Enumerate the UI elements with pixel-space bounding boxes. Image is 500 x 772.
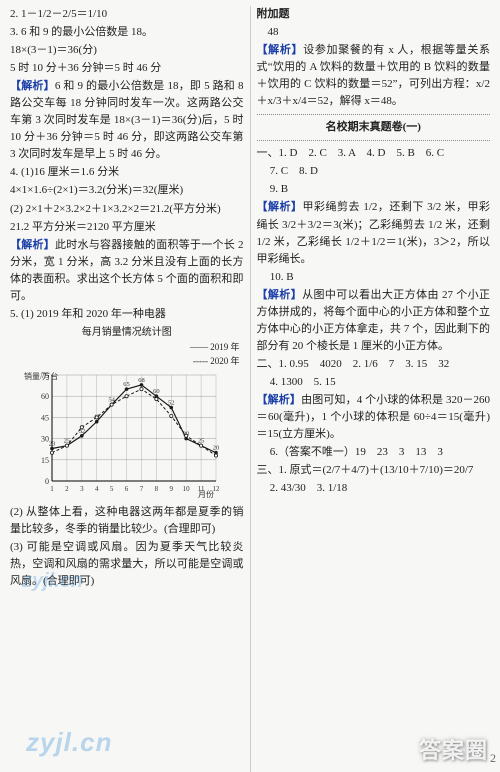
svg-text:60: 60	[41, 392, 49, 401]
legend-2020: ----- 2020 年	[193, 356, 240, 366]
svg-text:45: 45	[41, 414, 49, 423]
sec1-row1: 一、1. D 2. C 3. A 4. D 5. B 6. C	[257, 145, 491, 162]
label-explain: 【解析】	[257, 289, 303, 301]
svg-text:65: 65	[123, 381, 130, 388]
svg-text:3: 3	[80, 485, 84, 493]
line-chart: 01530456075123456789101112销量/万台月份2325324…	[22, 369, 232, 504]
sec1-row3: 9. B	[257, 181, 491, 198]
q3-explain: 【解析】6 和 9 的最小公倍数是 18，即 5 路和 8 路公交车每 18 分…	[10, 78, 244, 163]
append-title: 附加题	[257, 6, 491, 23]
svg-text:15: 15	[41, 456, 49, 465]
chart-legend: —— 2019 年 ----- 2020 年	[10, 341, 244, 369]
svg-text:68: 68	[138, 377, 145, 384]
label-explain: 【解析】	[257, 201, 303, 213]
svg-text:1: 1	[50, 485, 54, 493]
sec1-row2: 7. C 8. D	[257, 163, 491, 180]
q4-line4: 21.2 平方分米＝2120 平方厘米	[10, 219, 244, 236]
svg-text:10: 10	[182, 485, 190, 493]
svg-text:4: 4	[95, 485, 99, 493]
svg-text:60: 60	[153, 388, 160, 395]
exam-title: 名校期末真题卷(一)	[257, 119, 491, 136]
dotted-divider	[257, 140, 491, 141]
q4-line1: 4. (1)16 厘米＝1.6 分米	[10, 164, 244, 181]
q3-line3: 5 时 10 分＋36 分钟＝5 时 46 分	[10, 60, 244, 77]
page-corner-number: 2	[490, 749, 496, 768]
q3-line1: 3. 6 和 9 的最小公倍数是 18。	[10, 24, 244, 41]
q4-explain: 【解析】此时水与容器接触的面积等于一个长 2 分米，宽 1 分米，高 3.2 分…	[10, 237, 244, 305]
sec2-row1: 二、1. 0.95 4020 2. 1/6 7 3. 15 32	[257, 356, 491, 373]
label-explain: 【解析】	[257, 394, 302, 406]
q3-line2: 18×(3－1)＝36(分)	[10, 42, 244, 59]
sec3-row1: 三、1. 原式＝(2/7＋4/7)＋(13/10＋7/10)＝20/7	[257, 462, 491, 479]
svg-text:25: 25	[63, 438, 69, 445]
chart-title: 每月销量情况统计图	[10, 325, 244, 341]
sec2-row2: 4. 1300 5. 15	[257, 374, 491, 391]
sec1-row4: 10. B	[257, 269, 491, 286]
sec2-row3: 6.（答案不唯一）19 23 3 13 3	[257, 444, 491, 461]
append-explain: 【解析】设参加聚餐的有 x 人，根据等量关系式“饮用的 A 饮料的数量＋饮用的 …	[257, 42, 491, 110]
label-explain: 【解析】	[10, 80, 55, 92]
svg-text:2: 2	[65, 485, 69, 493]
left-column: 2. 1－1/2－2/5＝1/10 3. 6 和 9 的最小公倍数是 18。 1…	[6, 6, 248, 772]
legend-2019: —— 2019 年	[190, 342, 240, 352]
expl-10: 【解析】从图中可以看出大正方体由 27 个小正方体拼成的，将每个面中心的小正方体…	[257, 287, 491, 355]
q4-line3: (2) 2×1＋2×3.2×2＋1×3.2×2＝21.2(平方分米)	[10, 201, 244, 218]
svg-text:8: 8	[154, 485, 158, 493]
answer-48: 48	[257, 24, 491, 41]
sec3-row2: 2. 43/30 3. 1/18	[257, 480, 491, 497]
q5-part2: (2) 从整体上看，这种电器这两年都是夏季的销量比较多，冬季的销量比较少。(合理…	[10, 504, 244, 538]
svg-text:7: 7	[139, 485, 143, 493]
right-column: 附加题 48 【解析】设参加聚餐的有 x 人，根据等量关系式“饮用的 A 饮料的…	[253, 6, 495, 772]
q5-part3: (3) 可能是空调或风扇。因为夏季天气比较炎热，空调和风扇的需求量大，所以可能是…	[10, 539, 244, 590]
dotted-divider	[257, 114, 491, 115]
column-divider	[250, 6, 251, 772]
q2: 2. 1－1/2－2/5＝1/10	[10, 6, 244, 23]
svg-text:23: 23	[49, 441, 56, 448]
svg-text:月份: 月份	[198, 489, 214, 499]
label-explain: 【解析】	[257, 44, 304, 56]
expl-9: 【解析】甲彩绳剪去 1/2，还剩下 3/2 米，甲彩绳长 3/2＋3/2＝3(米…	[257, 199, 491, 267]
svg-text:0: 0	[45, 477, 49, 486]
label-explain: 【解析】	[10, 239, 55, 251]
q4-line2: 4×1×1.6÷(2×1)＝3.2(分米)＝32(厘米)	[10, 182, 244, 199]
svg-text:销量/万台: 销量/万台	[24, 371, 58, 381]
svg-text:20: 20	[213, 445, 220, 452]
svg-text:5: 5	[110, 485, 114, 493]
q5-line1: 5. (1) 2019 年和 2020 年一种电器	[10, 306, 244, 323]
svg-text:6: 6	[125, 485, 129, 493]
svg-text:52: 52	[168, 400, 175, 407]
svg-text:9: 9	[169, 485, 173, 493]
expl-5: 【解析】由图可知，4 个小球的体积是 320－260＝60(毫升)，1 个小球的…	[257, 392, 491, 443]
